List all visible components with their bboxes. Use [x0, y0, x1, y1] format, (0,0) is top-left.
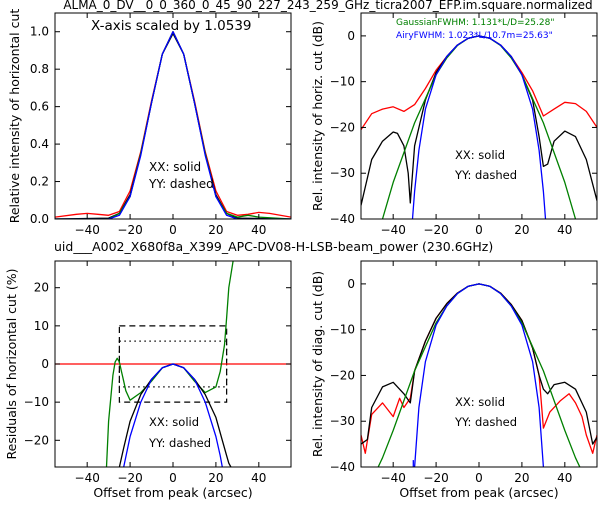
x-tick-label: 0 — [169, 471, 177, 485]
series-line-3 — [411, 35, 547, 219]
x-tick-label: 0 — [475, 471, 483, 485]
panel-bottom-left: −40 −20 0 20 40 −20 −10 0 10 20 Residuals of horiz… — [4, 260, 292, 500]
figure-title: ALMA_0_DV__0_0_360_0_45_90_227_243_259_G… — [63, 0, 592, 12]
y-tick-label: 0.8 — [30, 62, 49, 76]
y-tick-label: −40 — [330, 212, 355, 226]
x-tick-label: 20 — [208, 471, 223, 485]
x-tick-label: 20 — [514, 223, 529, 237]
panel-bottom-right: −40 −20 0 20 40 0 −10 −20 −30 −40 Rel. intensity o… — [310, 260, 598, 500]
annotation: YY: dashed — [148, 177, 214, 191]
x-tick-label: 20 — [208, 223, 223, 237]
annotation: XX: solid — [455, 148, 505, 162]
annotation: XX: solid — [455, 395, 505, 409]
legend-entry: AiryFWHM: 1.023*L/10.7m=25.63" — [396, 31, 553, 41]
series-line-3 — [123, 363, 223, 467]
series-line-0 — [361, 35, 597, 131]
annotation: XX: solid — [149, 415, 199, 429]
x-tick-label: −40 — [75, 471, 100, 485]
y-axis-label: Residuals of horizontal cut (%) — [4, 269, 19, 460]
x-tick-label: 0 — [475, 223, 483, 237]
x-tick-label: −20 — [117, 471, 142, 485]
y-tick-label: −40 — [330, 460, 355, 474]
plot-area — [361, 35, 597, 219]
series-line-3 — [55, 31, 291, 219]
y-tick-label: 20 — [34, 281, 49, 295]
y-tick-label: 0.4 — [30, 137, 49, 151]
figure-subtitle: uid___A002_X680f8a_X399_APC-DV08-H-LSB-b… — [54, 239, 493, 254]
y-tick-label: −30 — [330, 166, 355, 180]
x-tick-label: 20 — [514, 471, 529, 485]
x-tick-label: −40 — [381, 223, 406, 237]
y-tick-label: −10 — [330, 323, 355, 337]
axes-frame — [360, 12, 598, 220]
y-tick-label: 0.6 — [30, 100, 49, 114]
y-tick-label: 0 — [41, 357, 49, 371]
series-line-1 — [55, 32, 291, 219]
panel-top-right: −40 −20 0 20 40 0 −10 −20 −30 −40 Rel. intensity o… — [310, 12, 598, 237]
y-tick-label: −20 — [330, 120, 355, 134]
panel-top-left: −40 −20 0 20 40 0.0 0.2 0.4 0.6 0.8 1.0 Relative in… — [7, 9, 292, 237]
x-axis-label: Offset from peak (arcsec) — [399, 485, 558, 500]
y-tick-label: 0 — [347, 29, 355, 43]
x-tick-label: 40 — [557, 471, 572, 485]
y-tick-label: −20 — [330, 368, 355, 382]
y-tick-label: −20 — [24, 433, 49, 447]
y-tick-label: 0.2 — [30, 175, 49, 189]
annotation: YY: dashed — [454, 415, 517, 429]
y-axis-label: Rel. intensity of horiz. cut (dB) — [310, 21, 325, 211]
y-tick-label: 0.0 — [30, 212, 49, 226]
series-line-1 — [105, 261, 234, 467]
annotation: X-axis scaled by 1.0539 — [91, 18, 252, 34]
axes-frame — [360, 260, 598, 468]
y-axis-label: Rel. intensity of diag. cut (dB) — [310, 271, 325, 457]
plot-area — [55, 31, 291, 219]
plot-area — [361, 283, 597, 467]
x-tick-label: 40 — [251, 471, 266, 485]
y-tick-label: 0 — [347, 277, 355, 291]
x-tick-label: −40 — [381, 471, 406, 485]
y-tick-label: 1.0 — [30, 25, 49, 39]
legend-entry: GaussianFWHM: 1.131*L/D=25.28" — [396, 18, 554, 28]
y-axis-label: Relative intensity of horizontal cut — [7, 9, 22, 224]
x-tick-label: 40 — [557, 223, 572, 237]
x-tick-label: −20 — [117, 223, 142, 237]
annotation: YY: dashed — [454, 168, 517, 182]
y-tick-label: −10 — [330, 75, 355, 89]
x-tick-label: 40 — [251, 223, 266, 237]
x-tick-label: 0 — [169, 223, 177, 237]
plot-area — [55, 261, 291, 467]
y-tick-label: 10 — [34, 319, 49, 333]
y-tick-label: −30 — [330, 414, 355, 428]
x-tick-label: −40 — [75, 223, 100, 237]
x-tick-label: −20 — [423, 471, 448, 485]
annotation: YY: dashed — [148, 436, 211, 450]
series-line-3 — [413, 283, 545, 467]
x-tick-label: −20 — [423, 223, 448, 237]
y-tick-label: −10 — [24, 395, 49, 409]
annotation: XX: solid — [149, 160, 201, 174]
x-axis-label: Offset from peak (arcsec) — [93, 485, 252, 500]
